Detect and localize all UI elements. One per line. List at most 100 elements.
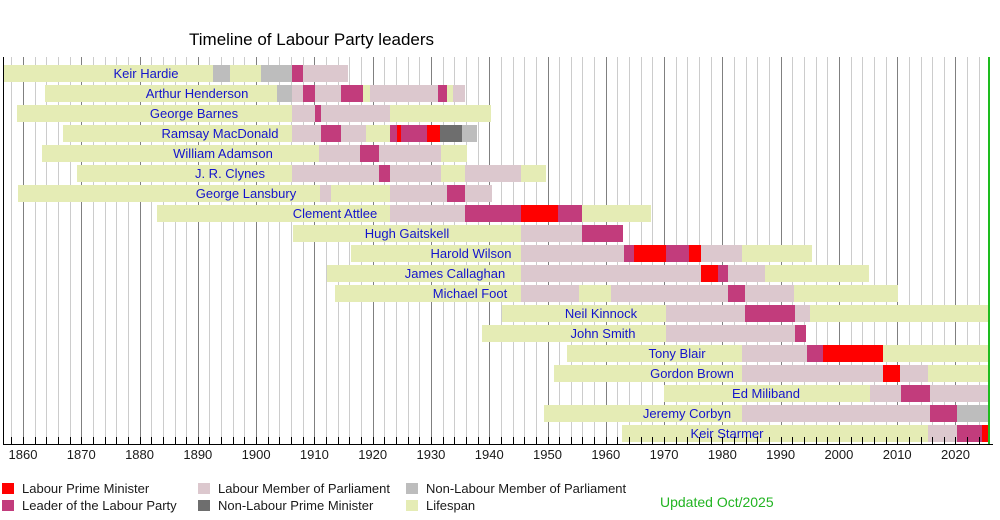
leader-row: Arthur Henderson: [0, 85, 1000, 102]
axis-tick: [34, 437, 36, 444]
axis-tick-label: 1880: [125, 447, 154, 462]
axis-tick: [197, 437, 199, 444]
segment-labour-pm-bar: [396, 125, 402, 142]
segment-leader-bar: [341, 85, 363, 102]
segment-leader-bar: [806, 345, 824, 362]
leader-name-label: Jeremy Corbyn: [642, 406, 732, 421]
segment-labour-pm-bar: [981, 425, 989, 442]
axis-tick-label: 1870: [66, 447, 96, 462]
leader-name-label: Gordon Brown: [650, 366, 734, 381]
axis-tick: [232, 437, 234, 444]
segment-leader-bar: [795, 325, 807, 342]
gridline-minor: [57, 57, 59, 444]
gridline-minor: [302, 57, 304, 444]
segment-leader-bar: [581, 225, 624, 242]
leader-row: Harold Wilson: [0, 245, 1000, 262]
gridline-minor: [186, 57, 188, 444]
segment-non-labour-mp-bar: [462, 125, 477, 142]
axis-tick-label: 2020: [941, 447, 970, 462]
gridline-minor: [279, 57, 281, 444]
gridline-minor: [827, 57, 829, 444]
axis-tick: [267, 437, 269, 444]
gridline-minor: [151, 57, 153, 444]
gridline-minor: [116, 57, 118, 444]
segment-labour-mp-bar: [521, 225, 582, 242]
segment-labour-mp-bar: [464, 165, 522, 182]
axis-tick: [838, 437, 840, 444]
segment-leader-bar: [666, 245, 689, 262]
legend-swatch: [198, 499, 210, 511]
segment-labour-mp-bar: [666, 305, 745, 322]
axis-tick: [885, 437, 887, 444]
segment-labour-mp-bar: [521, 265, 701, 282]
y-axis-line: [3, 57, 4, 444]
leader-row: Clement Attlee: [0, 205, 1000, 222]
legend-label: Lifespan: [426, 497, 476, 513]
legend-label: Non-Labour Prime Minister: [218, 497, 374, 513]
axis-tick: [850, 437, 852, 444]
axis-tick: [314, 437, 316, 444]
axis-tick: [221, 437, 223, 444]
segment-non-labour-mp-bar: [260, 65, 292, 82]
leader-name-label: Ed Miliband: [732, 386, 800, 401]
axis-tick: [664, 437, 666, 444]
segment-labour-mp-bar: [521, 245, 624, 262]
leader-name-label: Keir Hardie: [113, 66, 179, 81]
axis-tick: [69, 437, 71, 444]
segment-labour-mp-bar: [869, 385, 902, 402]
gridline-minor: [349, 57, 351, 444]
axis-tick-label: 1980: [707, 447, 737, 462]
axis-tick: [104, 437, 106, 444]
axis-tick: [873, 437, 875, 444]
segment-leader-bar: [718, 265, 728, 282]
axis-tick: [932, 437, 934, 444]
axis-tick: [524, 437, 526, 444]
axis-tick: [629, 437, 631, 444]
leader-row: George Barnes: [0, 105, 1000, 122]
segment-leader-bar: [623, 245, 634, 262]
axis-tick: [209, 437, 211, 444]
axis-tick: [127, 437, 129, 444]
axis-tick: [454, 437, 456, 444]
segment-labour-mp-bar: [744, 285, 795, 302]
axis-tick: [815, 437, 817, 444]
gridline-minor: [162, 57, 164, 444]
gridline-major: [23, 57, 24, 444]
gridline-minor: [46, 57, 48, 444]
gridline-minor: [174, 57, 176, 444]
axis-tick: [244, 437, 246, 444]
axis-tick-label: 1900: [241, 447, 271, 462]
segment-labour-mp-bar: [521, 285, 579, 302]
gridline-minor: [932, 57, 934, 444]
axis-tick: [337, 437, 339, 444]
segment-leader-bar: [389, 125, 397, 142]
axis-tick-label: 1940: [474, 447, 504, 462]
axis-tick: [430, 437, 432, 444]
segment-labour-mp-bar: [314, 85, 342, 102]
axis-tick: [757, 437, 759, 444]
axis-tick: [326, 437, 328, 444]
axis-tick: [605, 437, 607, 444]
segment-labour-mp-bar: [389, 185, 448, 202]
leader-name-label: Clement Attlee: [292, 206, 378, 221]
axis-tick: [652, 437, 654, 444]
axis-tick-label: 1920: [358, 447, 388, 462]
gridline-major: [81, 57, 83, 444]
segment-labour-pm-bar: [427, 125, 441, 142]
gridline-major: [197, 57, 199, 444]
axis-tick: [734, 437, 736, 444]
axis-tick: [955, 437, 957, 444]
leader-row: Michael Foot: [0, 285, 1000, 302]
leader-name-label: Arthur Henderson: [145, 86, 249, 101]
axis-tick: [11, 437, 13, 444]
segment-labour-pm-bar: [882, 365, 900, 382]
axis-tick: [92, 437, 94, 444]
leader-row: Tony Blair: [0, 345, 1000, 362]
axis-tick: [722, 437, 724, 444]
legend-item: Non-Labour Prime Minister: [198, 498, 373, 512]
axis-tick: [361, 437, 363, 444]
axis-tick: [582, 437, 584, 444]
segment-labour-mp-bar: [742, 365, 883, 382]
axis-tick-label: 2010: [882, 447, 912, 462]
